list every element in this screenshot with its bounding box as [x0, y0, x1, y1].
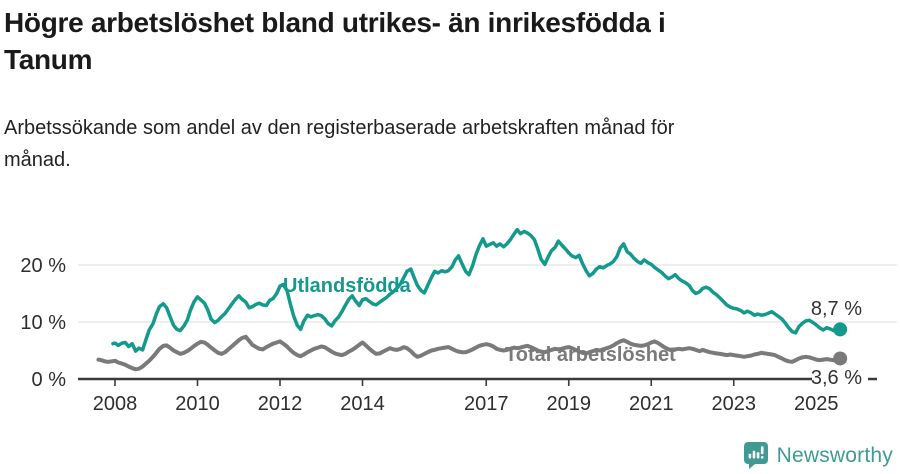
series-lines — [96, 227, 843, 372]
x-tick-label: 2010 — [175, 393, 220, 415]
y-tick-label: 20 % — [20, 255, 66, 277]
end-annotations: 8,7 % 3,6 % — [811, 298, 868, 389]
series-end-dots — [833, 322, 848, 366]
newsworthy-wordmark: Newsworthy — [776, 443, 893, 467]
series-label-utlandsfodda: Utlandsfödda — [283, 275, 412, 297]
x-tick-label: 2014 — [340, 393, 385, 415]
y-tick-label: 0 % — [32, 369, 67, 391]
x-tick-label: 2021 — [629, 393, 674, 415]
x-tick-label: 2023 — [712, 393, 757, 415]
x-tick-label: 2025 — [794, 393, 839, 415]
chart-subtitle: Arbetssökande som andel av den registerb… — [4, 117, 675, 171]
y-axis-labels: 0 % 10 % 20 % — [20, 255, 66, 391]
series-label-total-arbetsloshet: Total arbetslöshet — [505, 344, 676, 366]
end-value-label-total: 3,6 % — [811, 367, 862, 389]
newsworthy-bars-icon — [743, 442, 768, 469]
end-value-label-total-bg — [812, 369, 868, 386]
page-title: Högre arbetslöshet bland utrikes- än inr… — [4, 7, 666, 75]
x-tick-label: 2017 — [464, 393, 509, 415]
x-axis: 2008 2010 2012 2014 2017 2019 2021 2023 2025 — [78, 377, 877, 415]
y-tick-label: 10 % — [20, 312, 66, 334]
x-tick-label: 2008 — [93, 393, 138, 415]
end-value-label-utlandsfodda: 8,7 % — [811, 298, 862, 320]
x-tick-label: 2012 — [258, 393, 303, 415]
series-end-dot-0 — [833, 322, 848, 337]
x-tick-label: 2019 — [547, 393, 592, 415]
series-line-0 — [111, 227, 842, 353]
series-line-1 — [96, 334, 843, 372]
newsworthy-logo: Newsworthy — [743, 442, 893, 469]
series-end-dot-1 — [833, 351, 848, 366]
